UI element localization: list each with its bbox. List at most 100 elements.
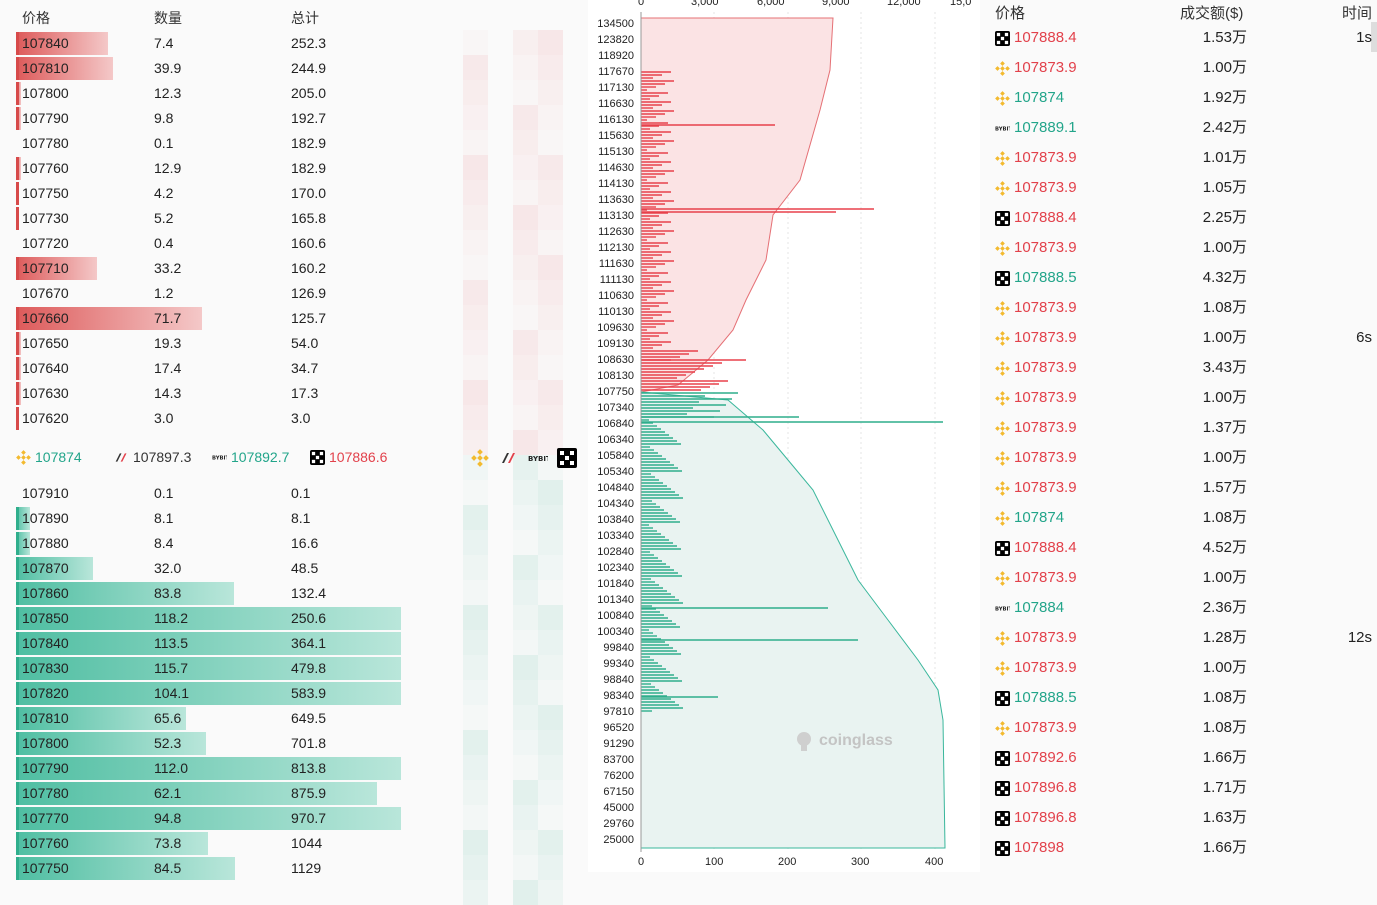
trade-row[interactable]: 107874 1.92万 — [983, 83, 1377, 113]
trade-price-cell: 107896.8 — [995, 803, 1077, 833]
bid-row[interactable]: 107790 112.0 813.8 — [0, 756, 460, 781]
bid-depth-bar — [16, 582, 234, 605]
trade-row[interactable]: 107888.4 4.52万 — [983, 533, 1377, 563]
ask-row[interactable]: 107650 19.3 54.0 — [0, 331, 460, 356]
trade-row[interactable]: 107873.9 1.28万 12s — [983, 623, 1377, 653]
trade-row[interactable]: 107873.9 1.00万 — [983, 653, 1377, 683]
ask-total: 182.9 — [291, 160, 327, 176]
ask-bar-edge — [16, 307, 19, 330]
ask-row[interactable]: 107800 12.3 205.0 — [0, 81, 460, 106]
bid-row[interactable]: 107770 94.8 970.7 — [0, 806, 460, 831]
trade-row[interactable]: 107873.9 1.05万 — [983, 173, 1377, 203]
ask-row[interactable]: 107780 0.1 182.9 — [0, 131, 460, 156]
trade-price-cell: 107874 — [995, 83, 1064, 113]
ask-row[interactable]: 107840 7.4 252.3 — [0, 31, 460, 56]
heat-cell — [463, 505, 488, 530]
bid-qty: 32.0 — [154, 560, 182, 576]
bid-row[interactable]: 107810 65.6 649.5 — [0, 706, 460, 731]
bid-row[interactable]: 107860 83.8 132.4 — [0, 581, 460, 606]
bid-row[interactable]: 107750 84.5 1129 — [0, 856, 460, 881]
trade-row[interactable]: 107873.9 1.00万 — [983, 443, 1377, 473]
bid-row[interactable]: 107760 73.8 1044 — [0, 831, 460, 856]
trade-row[interactable]: 107888.4 2.25万 — [983, 203, 1377, 233]
okx-icon[interactable] — [499, 448, 519, 468]
trade-row[interactable]: 107873.9 1.57万 — [983, 473, 1377, 503]
trade-row[interactable]: 107888.5 4.32万 — [983, 263, 1377, 293]
heat-cell — [538, 155, 563, 180]
bid-qty: 52.3 — [154, 735, 182, 751]
trade-row[interactable]: 107873.9 1.00万 6s — [983, 323, 1377, 353]
bid-row[interactable]: 107820 104.1 583.9 — [0, 681, 460, 706]
bybit-icon[interactable]: BYBIT — [528, 448, 548, 468]
trade-row[interactable]: 107873.9 3.43万 — [983, 353, 1377, 383]
bid-price: 107870 — [22, 560, 69, 576]
bid-total: 250.6 — [291, 610, 327, 626]
binance-icon — [995, 330, 1010, 346]
okx-cube-icon[interactable] — [557, 448, 577, 468]
heat-cell — [538, 180, 563, 205]
bid-bar-edge — [16, 782, 19, 805]
bid-depth-bar — [16, 557, 93, 580]
trade-row[interactable]: 107873.9 1.00万 — [983, 563, 1377, 593]
trade-price: 107889.1 — [1014, 119, 1077, 136]
trade-row[interactable]: 107873.9 1.37万 — [983, 413, 1377, 443]
bid-price: 107860 — [22, 585, 69, 601]
trade-row[interactable]: 107873.9 1.00万 — [983, 53, 1377, 83]
bid-row[interactable]: 107910 0.1 0.1 — [0, 481, 460, 506]
heat-cell — [538, 605, 563, 630]
trades-scrollbar[interactable] — [1371, 22, 1377, 52]
ask-row[interactable]: 107660 71.7 125.7 — [0, 306, 460, 331]
heat-cell — [513, 705, 538, 730]
trade-row[interactable]: 107873.9 1.00万 — [983, 383, 1377, 413]
trade-row[interactable]: 107898 1.66万 — [983, 833, 1377, 863]
ask-bar-edge — [16, 207, 19, 230]
trade-row[interactable]: 107888.5 1.08万 — [983, 683, 1377, 713]
ask-qty: 39.9 — [154, 60, 182, 76]
okx-cube-icon — [995, 750, 1010, 766]
trade-row[interactable]: 107873.9 1.01万 — [983, 143, 1377, 173]
bid-row[interactable]: 107840 113.5 364.1 — [0, 631, 460, 656]
trade-row[interactable]: 107896.8 1.71万 — [983, 773, 1377, 803]
trade-row[interactable]: BYBIT 107889.1 2.42万 — [983, 113, 1377, 143]
bid-row[interactable]: 107800 52.3 701.8 — [0, 731, 460, 756]
binance-icon[interactable] — [470, 448, 490, 468]
svg-text:BYBIT: BYBIT — [212, 455, 227, 461]
heat-cell — [513, 680, 538, 705]
trade-row[interactable]: 107888.4 1.53万 1s — [983, 23, 1377, 53]
y-tick-label: 96520 — [603, 722, 634, 734]
ask-row[interactable]: 107670 1.2 126.9 — [0, 281, 460, 306]
ask-row[interactable]: 107810 39.9 244.9 — [0, 56, 460, 81]
ask-row[interactable]: 107760 12.9 182.9 — [0, 156, 460, 181]
x-top-tick: 15,0 — [950, 0, 972, 8]
trade-row[interactable]: BYBIT 107884 2.36万 — [983, 593, 1377, 623]
coinglass-watermark: coinglass — [793, 730, 893, 752]
trade-row[interactable]: 107873.9 1.08万 — [983, 293, 1377, 323]
ask-row[interactable]: 107730 5.2 165.8 — [0, 206, 460, 231]
bid-row[interactable]: 107830 115.7 479.8 — [0, 656, 460, 681]
trade-row[interactable]: 107873.9 1.00万 — [983, 233, 1377, 263]
trade-row[interactable]: 107874 1.08万 — [983, 503, 1377, 533]
ask-row[interactable]: 107630 14.3 17.3 — [0, 381, 460, 406]
ask-price: 107810 — [22, 60, 69, 76]
ask-row[interactable]: 107720 0.4 160.6 — [0, 231, 460, 256]
bid-row[interactable]: 107880 8.4 16.6 — [0, 531, 460, 556]
trade-row[interactable]: 107873.9 1.08万 — [983, 713, 1377, 743]
ask-row[interactable]: 107750 4.2 170.0 — [0, 181, 460, 206]
heat-cell — [538, 480, 563, 505]
heat-cell — [538, 355, 563, 380]
trade-row[interactable]: 107892.6 1.66万 — [983, 743, 1377, 773]
y-tick-label: 98340 — [603, 690, 634, 702]
trade-price-cell: 107873.9 — [995, 413, 1077, 443]
bid-row[interactable]: 107850 118.2 250.6 — [0, 606, 460, 631]
trade-row[interactable]: 107896.8 1.63万 — [983, 803, 1377, 833]
ask-row[interactable]: 107790 9.8 192.7 — [0, 106, 460, 131]
ask-row[interactable]: 107620 3.0 3.0 — [0, 406, 460, 431]
bid-row[interactable]: 107870 32.0 48.5 — [0, 556, 460, 581]
heat-cell — [538, 330, 563, 355]
bid-row[interactable]: 107890 8.1 8.1 — [0, 506, 460, 531]
ask-row[interactable]: 107640 17.4 34.7 — [0, 356, 460, 381]
bid-row[interactable]: 107780 62.1 875.9 — [0, 781, 460, 806]
bid-qty: 73.8 — [154, 835, 182, 851]
ask-row[interactable]: 107710 33.2 160.2 — [0, 256, 460, 281]
trade-price-cell: 107873.9 — [995, 473, 1077, 503]
